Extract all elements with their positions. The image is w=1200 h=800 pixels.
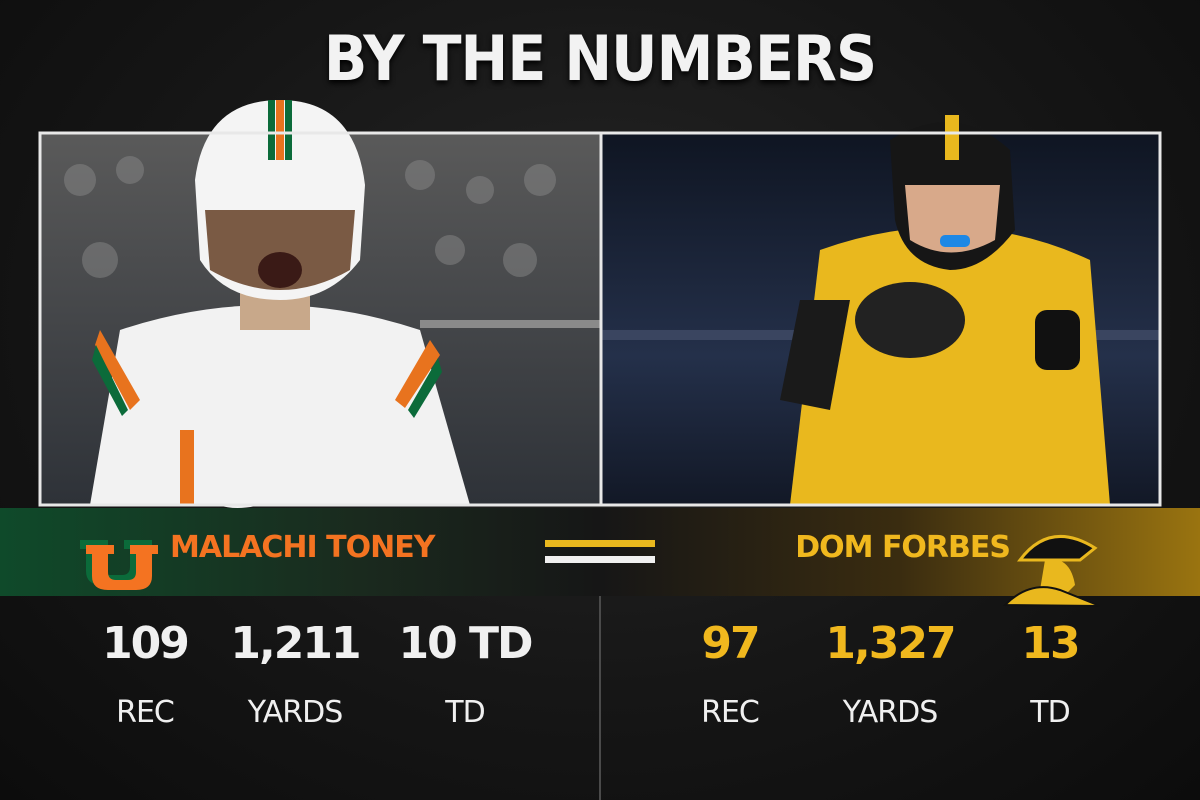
stat-label: TD [445,695,485,730]
left-photo [40,100,600,508]
stat-label: REC [116,695,175,730]
title: BY THE NUMBERS [323,22,877,95]
versus-stripes [545,540,655,563]
stat-value: 1,327 [825,618,956,669]
stat-value: 109 [102,618,190,669]
stat-value: 1,211 [230,618,361,669]
team-logo-right [1002,534,1101,607]
stat-label: REC [701,695,760,730]
stat-value: 97 [701,618,760,669]
stat-label: TD [1030,695,1070,730]
stat-label: YARDS [842,695,939,730]
stat-value: 10 TD [398,618,533,669]
team-logo-left [80,540,158,590]
right-name-bar [600,508,1200,596]
stat-value: 13 [1021,618,1080,669]
stat-label: YARDS [247,695,344,730]
player-name: MALACHI TONEY [170,530,435,565]
player-name: DOM FORBES [795,530,1011,565]
right-photo [602,115,1160,506]
